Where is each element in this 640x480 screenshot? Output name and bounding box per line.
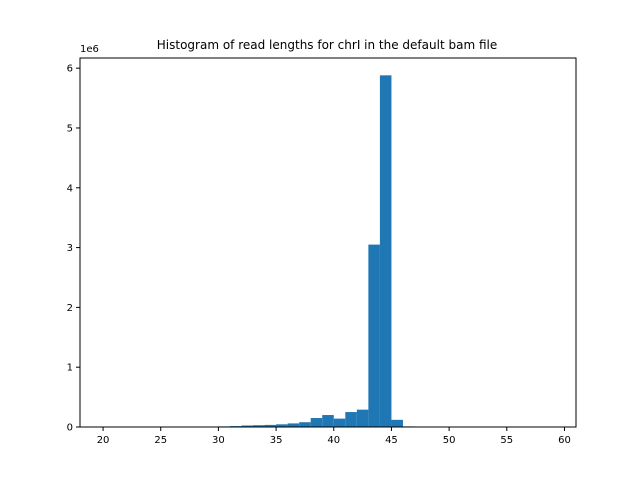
y-tick-label: 4	[67, 183, 73, 194]
x-tick-label: 50	[443, 435, 456, 446]
histogram-bar-35	[276, 424, 288, 427]
y-tick-label: 0	[67, 423, 73, 434]
y-tick-label: 1	[67, 363, 73, 374]
histogram-bar-38	[310, 418, 323, 427]
x-tick-label: 55	[500, 435, 513, 446]
histogram-bar-41	[345, 412, 357, 427]
histogram-bar-42	[356, 409, 369, 427]
histogram-bar-36	[287, 423, 300, 427]
y-axis-offset-label: 1e6	[80, 44, 99, 55]
y-tick-label: 3	[67, 243, 73, 254]
histogram-bar-43	[368, 244, 380, 427]
chart-title: Histogram of read lengths for chrI in th…	[157, 38, 497, 52]
histogram-bar-44	[379, 75, 392, 427]
y-tick-label: 2	[67, 303, 73, 314]
histogram-bar-40	[333, 418, 346, 427]
histogram-bars	[218, 75, 415, 428]
y-tick-label: 6	[67, 64, 73, 75]
histogram-bar-45	[391, 419, 403, 427]
histogram-bar-39	[322, 415, 334, 427]
x-tick-label: 35	[270, 435, 283, 446]
histogram-bar-32	[241, 425, 254, 427]
x-tick-label: 60	[558, 435, 571, 446]
histogram-bar-33	[253, 425, 265, 427]
x-axis: 20 25 30 35 40 45 50 55 60	[97, 427, 571, 446]
y-tick-label: 5	[67, 123, 73, 134]
histogram-bar-37	[299, 422, 311, 427]
x-tick-label: 40	[327, 435, 340, 446]
x-tick-label: 25	[154, 435, 167, 446]
x-tick-label: 20	[97, 435, 110, 446]
x-tick-label: 45	[385, 435, 398, 446]
plot-frame	[79, 57, 577, 428]
histogram-bar-34	[264, 424, 277, 427]
y-axis: 0 1 2 3 4 5 6	[67, 64, 80, 434]
x-tick-label: 30	[212, 435, 225, 446]
